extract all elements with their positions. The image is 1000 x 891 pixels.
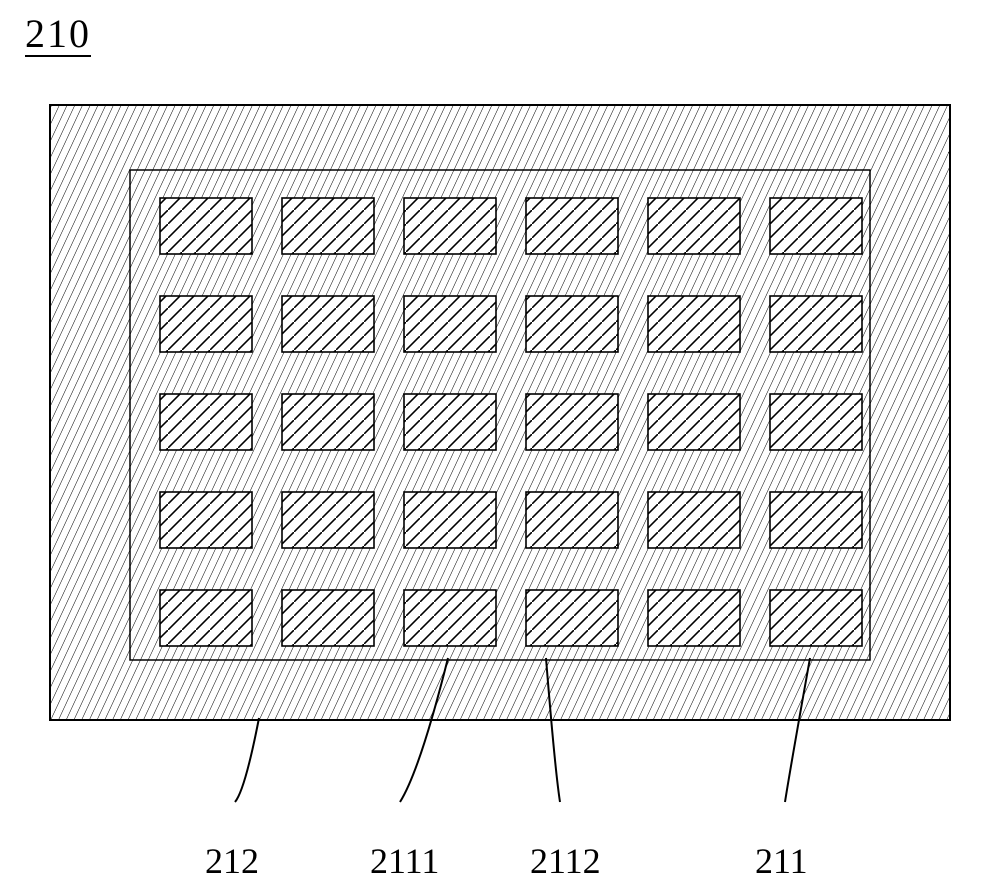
grid-cell-hatch [160, 296, 252, 352]
figure-number-text: 210 [25, 13, 91, 57]
grid-cell-hatch [648, 296, 740, 352]
grid-cell-hatch [526, 492, 618, 548]
grid-cell-hatch [282, 394, 374, 450]
grid-cell-hatch [160, 590, 252, 646]
grid-cell-hatch [160, 198, 252, 254]
figure-page: 210 212 2111 2112 211 [0, 0, 1000, 891]
grid-cell-hatch [526, 198, 618, 254]
callout-label-212: 212 [205, 840, 259, 882]
grid-cell-hatch [770, 198, 862, 254]
grid-cell-hatch [648, 590, 740, 646]
callout-label-2112: 2112 [530, 840, 601, 882]
grid-cell-hatch [526, 394, 618, 450]
grid-cell-hatch [770, 590, 862, 646]
grid-cell-hatch [404, 492, 496, 548]
figure-svg [0, 0, 1000, 891]
grid-cell-hatch [404, 590, 496, 646]
grid-cell-hatch [160, 492, 252, 548]
grid-cell-hatch [404, 296, 496, 352]
figure-number: 210 [25, 10, 91, 57]
grid-cell-hatch [770, 296, 862, 352]
grid-cell-hatch [526, 590, 618, 646]
grid-cell-hatch [648, 394, 740, 450]
grid-cell-hatch [648, 492, 740, 548]
callout-label-2111: 2111 [370, 840, 439, 882]
grid-cell-hatch [282, 492, 374, 548]
grid-cell-hatch [404, 394, 496, 450]
grid-cell-hatch [282, 296, 374, 352]
leader-212 [235, 718, 259, 802]
grid-cell-hatch [770, 394, 862, 450]
grid-cell-hatch [282, 590, 374, 646]
grid-cell-hatch [770, 492, 862, 548]
grid-cell-hatch [160, 394, 252, 450]
callout-label-211: 211 [755, 840, 808, 882]
grid-cell-hatch [282, 198, 374, 254]
grid-cell-hatch [404, 198, 496, 254]
grid-cell-hatch [526, 296, 618, 352]
grid-cell-hatch [648, 198, 740, 254]
